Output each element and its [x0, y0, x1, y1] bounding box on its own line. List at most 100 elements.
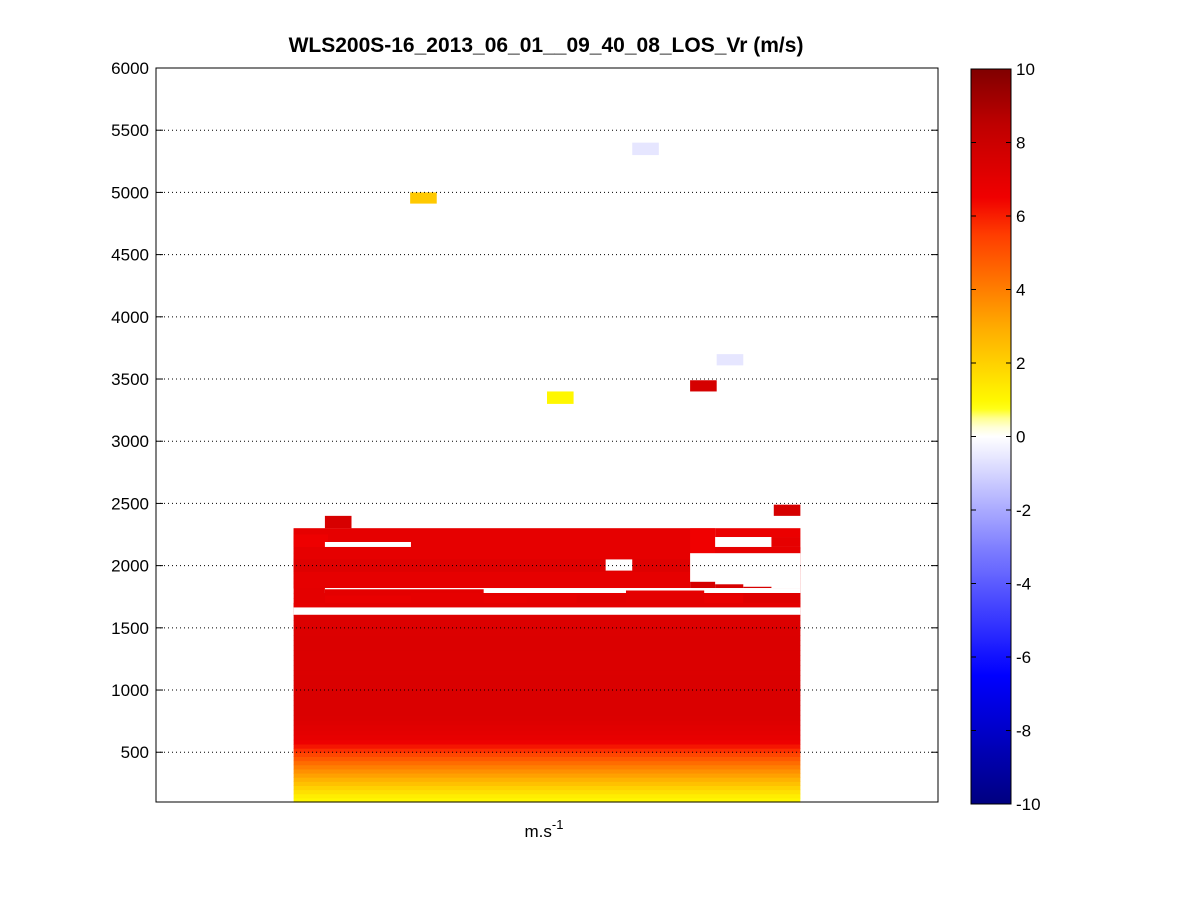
colorbar-fill: [971, 69, 1011, 804]
profile-band: [293, 785, 801, 791]
profile-band: [293, 797, 801, 803]
profile-band: [293, 620, 801, 626]
profile-band: [293, 739, 801, 745]
profile-band: [293, 781, 801, 787]
heatmap-cell: [324, 595, 411, 603]
profile-band: [293, 630, 801, 636]
profile-band: [293, 699, 801, 706]
heatmap-cell: [293, 602, 325, 608]
colorbar-tick-label: -8: [1016, 722, 1031, 741]
heatmap-cell: [773, 504, 801, 516]
profile-band: [293, 690, 801, 696]
profile-band: [293, 709, 801, 716]
profile-band: [293, 695, 801, 701]
y-tick-label: 3000: [111, 432, 149, 451]
profile-band: [293, 660, 801, 666]
colorbar-tick-label: 2: [1016, 354, 1025, 373]
empty-cell: [324, 588, 801, 593]
empty-cell: [293, 607, 801, 615]
profile-band: [293, 748, 801, 753]
profile-band: [293, 625, 801, 631]
x-axis-label: m.s-1: [525, 817, 564, 841]
heatmap-cell: [632, 142, 659, 156]
y-tick-label: 2500: [111, 494, 149, 513]
heatmap-cells: [293, 142, 801, 803]
profile-band: [293, 764, 801, 770]
profile-band: [293, 645, 801, 651]
profile-band: [293, 615, 801, 621]
profile-band: [293, 729, 801, 736]
heatmap-cell: [771, 537, 801, 547]
profile-band: [293, 760, 801, 766]
y-tick-label: 3500: [111, 370, 149, 389]
heatmap-cell: [293, 559, 801, 572]
empty-cell: [605, 559, 633, 571]
colorbar: -10 -8 -6 -4 -2 0 2 4 6 8 10: [970, 60, 1041, 814]
y-tick-label: 6000: [111, 59, 149, 78]
axes: 500 1000 1500 2000 2500 3000 3500 4000 4500 5000 5…: [111, 59, 939, 803]
colorbar-tick-label: -2: [1016, 501, 1031, 520]
profile-band: [293, 743, 801, 749]
profile-band: [293, 724, 801, 731]
profile-band: [293, 714, 801, 721]
profile-band: [293, 665, 801, 671]
profile-band: [293, 655, 801, 661]
heatmap-cell: [547, 391, 574, 404]
profile-band: [293, 704, 801, 711]
heatmap-cell: [690, 581, 716, 589]
heatmap-cell: [743, 592, 801, 603]
profile-band: [293, 777, 801, 782]
y-tick-label: 5500: [111, 121, 149, 140]
empty-cell: [324, 541, 411, 547]
profile-band: [293, 756, 801, 762]
heatmap-cell: [716, 354, 744, 366]
y-tick-label: 1000: [111, 681, 149, 700]
x-axis-label-base: m.s: [525, 822, 552, 841]
heatmap-cell: [690, 528, 716, 554]
profile-band: [293, 768, 801, 774]
y-tick-label: 4000: [111, 308, 149, 327]
profile-band: [293, 675, 801, 681]
y-tick-label: 500: [121, 743, 149, 762]
heatmap-cell: [324, 515, 352, 529]
y-tick-label: 1500: [111, 619, 149, 638]
profile-band: [293, 670, 801, 676]
profile-band: [293, 680, 801, 686]
colorbar-tick-label: -4: [1016, 575, 1031, 594]
heatmap-cell: [704, 595, 744, 603]
heatmap-cell: [293, 534, 329, 547]
heatmap-cell: [625, 590, 705, 593]
colorbar-tick-label: -10: [1016, 795, 1041, 814]
heatmap-cell: [526, 594, 577, 603]
colorbar-tick-label: 0: [1016, 428, 1025, 447]
heatmap-cell: [410, 192, 437, 204]
heatmap-cell: [483, 596, 527, 603]
heatmap-cell: [410, 592, 484, 603]
chart-title: WLS200S-16_2013_06_01__09_40_08_LOS_Vr (…: [289, 34, 804, 57]
heatmap-cell: [576, 595, 626, 603]
profile-band: [293, 685, 801, 691]
profile-band: [293, 772, 801, 778]
profile-band: [293, 650, 801, 656]
profile-band: [293, 635, 801, 641]
profile-band: [293, 752, 801, 757]
colorbar-tick-label: 6: [1016, 207, 1025, 226]
heatmap-cell: [324, 589, 484, 593]
y-tick-label: 5000: [111, 183, 149, 202]
profile-band: [293, 719, 801, 726]
colorbar-tick-label: -6: [1016, 648, 1031, 667]
colorbar-tick-label: 10: [1016, 60, 1035, 79]
heatmap-cell: [715, 528, 801, 538]
heatmap-cell: [625, 596, 705, 601]
y-tick-label: 2000: [111, 557, 149, 576]
heatmap-cell: [743, 586, 772, 589]
heatmap-cell: [690, 380, 717, 392]
profile-band: [293, 640, 801, 646]
x-axis-label-superscript: -1: [552, 817, 564, 832]
colorbar-tick-label: 8: [1016, 134, 1025, 153]
profile-band: [293, 789, 801, 795]
plot-frame: [155, 67, 939, 803]
colorbar-tick-label: 4: [1016, 281, 1025, 300]
profile-band: [293, 734, 801, 741]
